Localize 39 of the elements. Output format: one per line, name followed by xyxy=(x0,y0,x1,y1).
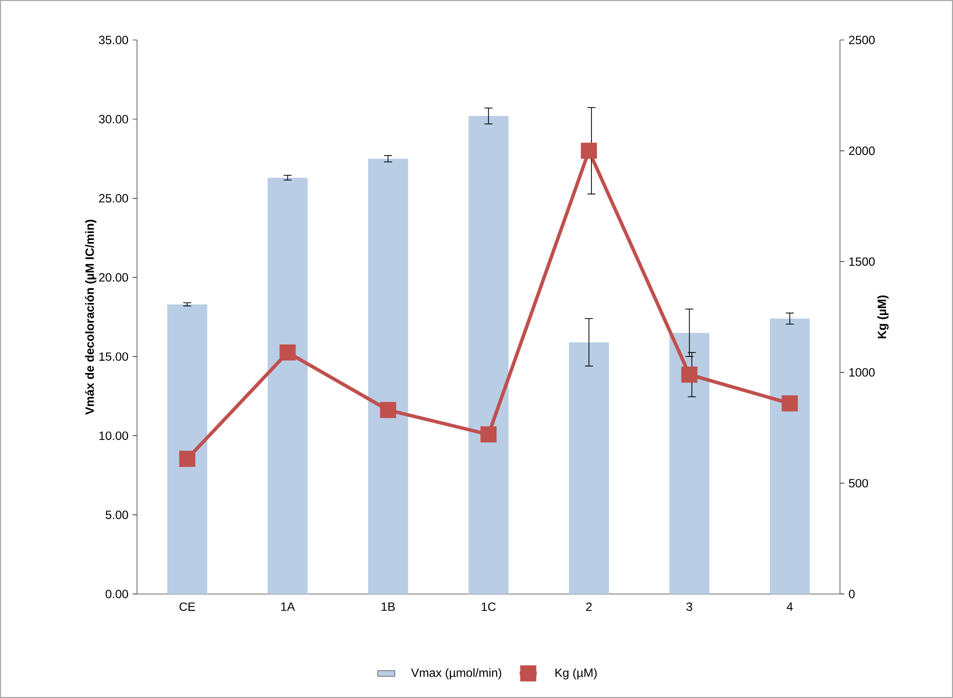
x-tick-label: 1A xyxy=(281,602,295,611)
y2-tick-label: 0 xyxy=(848,590,855,598)
x-tick-label: 2 xyxy=(586,602,592,611)
y2-tick-label: 1500 xyxy=(849,257,875,266)
x-tick-label: 4 xyxy=(786,602,793,611)
legend-label: Kg (µM) xyxy=(556,668,597,680)
x-tick-label: 3 xyxy=(686,602,692,611)
point xyxy=(580,142,597,159)
y-tick-label: 35.00 xyxy=(98,36,128,44)
x-tick-label: 1B xyxy=(382,602,395,611)
point xyxy=(480,426,497,442)
x-tick-label: CE xyxy=(179,602,196,611)
point xyxy=(179,450,196,467)
bar xyxy=(368,158,408,594)
y-tick-label: 25.00 xyxy=(99,194,128,203)
y-tick-label: 0.00 xyxy=(106,590,128,598)
bar xyxy=(770,318,810,594)
bar xyxy=(268,178,308,594)
legend-label: Vmax (µmol/min) xyxy=(411,668,502,680)
point xyxy=(681,366,698,383)
y-tick-label: 5.00 xyxy=(106,510,128,520)
y2-tick-label: 2500 xyxy=(849,36,875,44)
bar xyxy=(468,116,508,594)
y2-tick-label: 500 xyxy=(848,478,868,488)
bar xyxy=(568,342,609,594)
y-tick-label: 10.00 xyxy=(99,431,128,440)
y-tick-label: 15.00 xyxy=(99,352,128,361)
point xyxy=(280,344,296,360)
y2-tick-label: 2000 xyxy=(849,146,875,156)
bar xyxy=(669,332,710,594)
y2-tick-label: 1000 xyxy=(849,368,875,377)
y-tick-label: 20.00 xyxy=(99,273,128,282)
point xyxy=(380,402,396,418)
point xyxy=(782,395,798,412)
x-tick-label: 1C xyxy=(482,602,496,611)
bar xyxy=(167,304,208,594)
y-axis-title: Vmáx de decoloración (µM IC/min) xyxy=(85,220,96,415)
y2-axis-title: Kg (µM) xyxy=(877,295,889,338)
y-tick-label: 30.00 xyxy=(98,114,128,124)
